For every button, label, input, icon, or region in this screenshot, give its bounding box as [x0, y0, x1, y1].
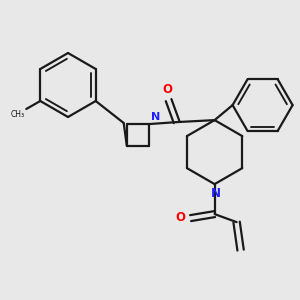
Text: O: O [163, 83, 172, 96]
Text: N: N [151, 112, 160, 122]
Text: N: N [211, 187, 220, 200]
Text: CH₃: CH₃ [10, 110, 24, 119]
Text: O: O [176, 211, 186, 224]
